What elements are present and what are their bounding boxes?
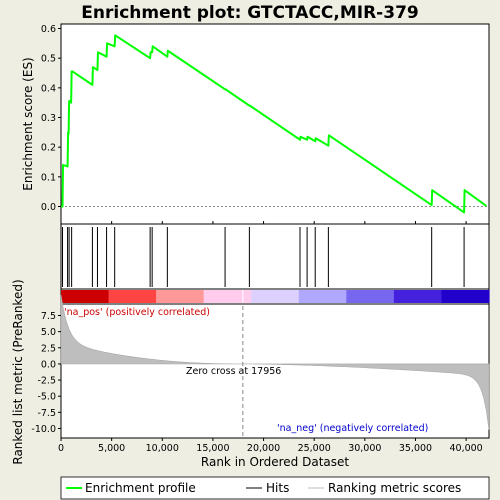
es-tick-label: 0.6 xyxy=(41,24,56,35)
metric-area xyxy=(60,294,490,430)
metric-tick-label: -2.5 xyxy=(37,376,56,387)
x-tick-label: 0 xyxy=(58,443,64,454)
es-tick-label: 0.5 xyxy=(41,54,56,65)
es-tick-label: 0.3 xyxy=(41,113,56,124)
es-tick-label: 0.2 xyxy=(41,143,56,154)
metric-layer xyxy=(60,294,490,436)
enrichment-profile-line xyxy=(61,34,487,214)
metric-axis-title: Ranked list metric (PreRanked) xyxy=(11,279,25,464)
es-plot-area xyxy=(60,23,490,225)
x-tick-label: 5,000 xyxy=(98,443,125,454)
legend-hits-label: Hits xyxy=(266,481,289,495)
pos-label: 'na_pos' (positively correlated) xyxy=(64,307,210,318)
heatbar-segment xyxy=(441,290,490,303)
es-axis-title: Enrichment score (ES) xyxy=(21,57,35,190)
x-tick-label: 15,000 xyxy=(196,443,229,454)
metric-tick-label: 5.0 xyxy=(41,327,56,338)
legend-metric-label: Ranking metric scores xyxy=(328,481,461,495)
x-tick-label: 20,000 xyxy=(247,443,280,454)
metric-tick-label: 7.5 xyxy=(41,311,56,322)
metric-tick-label: 2.5 xyxy=(41,343,56,354)
metric-tick-label: -5.0 xyxy=(37,392,56,403)
heatbar-segment xyxy=(203,290,252,303)
ranking-heatbar xyxy=(61,290,490,303)
heatbar-segment xyxy=(61,290,110,303)
x-tick-label: 30,000 xyxy=(348,443,381,454)
legend-profile-label: Enrichment profile xyxy=(85,481,196,495)
hits-layer xyxy=(62,227,465,287)
heatbar-segment xyxy=(108,290,157,303)
es-tick-label: 0.4 xyxy=(41,83,56,94)
heatbar-segment xyxy=(156,290,205,303)
heatbar-segment xyxy=(346,290,395,303)
zero-cross-label: Zero cross at 17956 xyxy=(186,366,281,377)
metric-tick-label: 0.0 xyxy=(41,359,56,370)
es-layer xyxy=(61,34,489,214)
x-tick-label: 25,000 xyxy=(298,443,331,454)
metric-tick-label: -10.0 xyxy=(31,424,56,435)
x-tick-label: 10,000 xyxy=(146,443,179,454)
chart-title: Enrichment plot: GTCTACC,MIR-379 xyxy=(81,3,418,23)
es-tick-label: 0.0 xyxy=(41,202,56,213)
x-tick-label: 35,000 xyxy=(399,443,432,454)
neg-label: 'na_neg' (negatively correlated) xyxy=(277,423,428,434)
metric-tick-label: -7.5 xyxy=(37,408,56,419)
metric-plot-area xyxy=(60,303,490,439)
legend-box xyxy=(60,476,490,500)
x-axis-title: Rank in Ordered Dataset xyxy=(201,455,349,469)
heatbar-segment xyxy=(251,290,300,303)
axes-layer: 0.0 0.1 0.2 0.3 0.4 0.5 0.6 7.5 5.0 2.5 0.0 -2.5 -5.… xyxy=(31,24,482,454)
heatbar-segment xyxy=(298,290,347,303)
heatbar-segment xyxy=(393,290,443,303)
x-tick-label: 40,000 xyxy=(449,443,482,454)
es-tick-label: 0.1 xyxy=(41,172,56,183)
hits-plot-area xyxy=(60,223,490,290)
